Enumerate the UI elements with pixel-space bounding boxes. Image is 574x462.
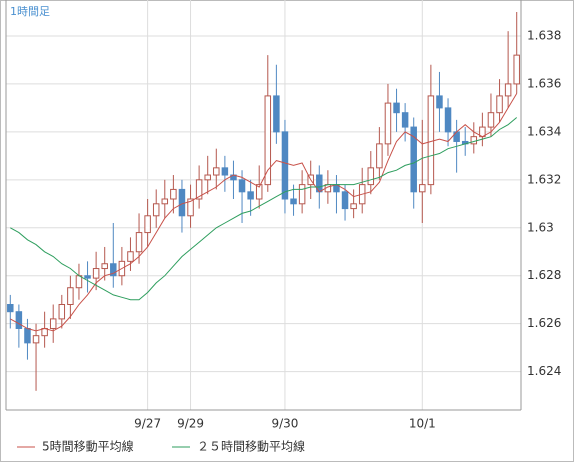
candle-body: [195, 179, 203, 200]
candle-body: [101, 263, 108, 270]
candle-body: [92, 268, 100, 279]
candle-body: [427, 95, 435, 186]
candle-body: [247, 191, 254, 200]
legend-label: 5時間移動平均線: [42, 439, 134, 454]
candle-body: [401, 112, 409, 128]
candle-body: [410, 126, 417, 193]
x-tick-label: 10/1: [409, 417, 436, 431]
candle-body: [273, 95, 280, 133]
y-tick-label: 1.626: [527, 316, 561, 330]
candle-body: [350, 203, 357, 210]
candle-body: [127, 251, 134, 262]
legend-label: ２５時間移動平均線: [197, 439, 305, 454]
candle-body: [67, 287, 74, 306]
candle-body: [170, 188, 177, 200]
candle-body: [393, 102, 400, 114]
candle-body: [213, 167, 220, 176]
y-tick-label: 1.624: [527, 364, 561, 378]
candle-body: [513, 54, 520, 85]
candle-body: [290, 198, 297, 205]
candle-body: [496, 95, 503, 114]
candle-body: [178, 188, 186, 217]
candle-body: [152, 203, 160, 217]
candle-body: [264, 95, 272, 186]
candle-body: [487, 112, 495, 128]
candle-body: [376, 143, 383, 169]
x-tick-label: 9/29: [177, 417, 204, 431]
y-tick-label: 1.632: [527, 172, 561, 186]
candle-body: [58, 304, 66, 320]
candle-body: [384, 102, 392, 145]
candle-body: [238, 179, 246, 193]
y-tick-label: 1.634: [527, 124, 561, 138]
candle-body: [204, 174, 211, 181]
candle-body: [15, 311, 23, 329]
candle-body: [255, 184, 263, 200]
candle-body: [281, 131, 289, 200]
candle-body: [298, 184, 306, 205]
y-tick-label: 1.636: [527, 76, 561, 90]
x-tick-label: 9/30: [271, 417, 298, 431]
candle-body: [419, 184, 426, 193]
candle-body: [161, 198, 169, 205]
candle-body: [24, 327, 31, 344]
chart-title: 1時間足: [10, 5, 50, 18]
candle-body: [135, 232, 143, 253]
candle-body: [341, 191, 349, 210]
candle-body: [436, 95, 443, 109]
candle-body: [444, 107, 452, 133]
candle-body: [144, 215, 151, 234]
candle-body: [7, 304, 14, 313]
candle-body: [504, 83, 512, 97]
candle-body: [84, 275, 91, 279]
candle-body: [367, 167, 375, 186]
x-tick-label: 9/27: [134, 417, 161, 431]
candle-body: [110, 263, 117, 277]
candle-body: [187, 198, 194, 217]
candle-body: [470, 136, 478, 145]
candle-body: [75, 275, 83, 289]
candle-body: [221, 167, 229, 176]
y-tick-label: 1.63: [527, 220, 554, 234]
ma-line: [10, 117, 518, 301]
candle-body: [32, 335, 40, 344]
y-tick-label: 1.638: [527, 28, 561, 42]
y-tick-label: 1.628: [527, 268, 561, 282]
candle-body: [49, 318, 57, 329]
